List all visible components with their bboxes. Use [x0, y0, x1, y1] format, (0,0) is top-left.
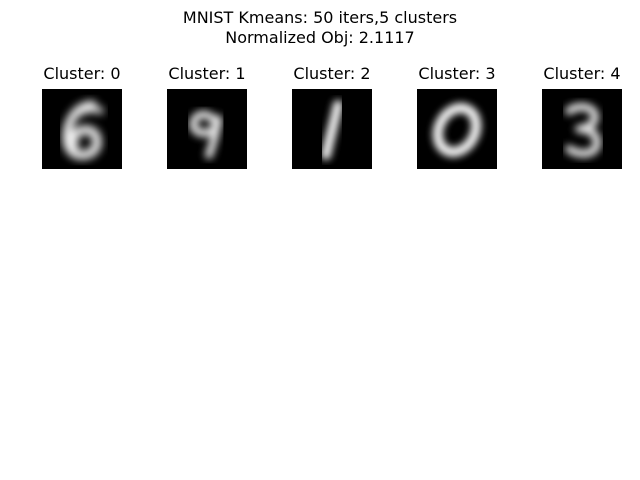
cluster-centroid-image-0 — [42, 89, 122, 169]
cluster-centroid-image-1 — [167, 89, 247, 169]
cluster-title-0: Cluster: 0 — [43, 64, 121, 83]
cluster-centroid-image-2 — [292, 89, 372, 169]
cluster-title-3: Cluster: 3 — [418, 64, 496, 83]
cluster-title-1: Cluster: 1 — [168, 64, 246, 83]
cluster-title-4: Cluster: 4 — [543, 64, 621, 83]
figure-title: MNIST Kmeans: 50 iters,5 clusters Normal… — [0, 8, 640, 48]
figure-title-line-2: Normalized Obj: 2.1117 — [225, 28, 415, 47]
cluster-centroid-image-3 — [417, 89, 497, 169]
cluster-title-2: Cluster: 2 — [293, 64, 371, 83]
cluster-centroid-image-4 — [542, 89, 622, 169]
figure-title-line-1: MNIST Kmeans: 50 iters,5 clusters — [182, 8, 458, 27]
